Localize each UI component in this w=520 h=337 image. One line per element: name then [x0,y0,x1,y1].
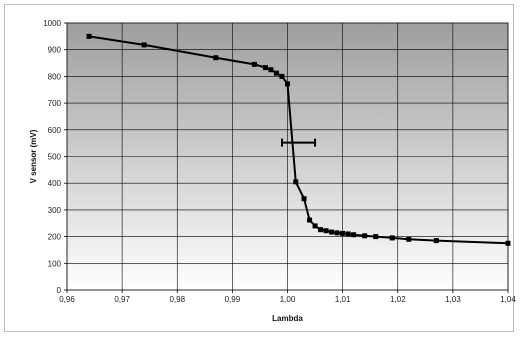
data-point [285,81,290,87]
x-tick-label: 1,03 [445,295,461,304]
y-tick-label: 1000 [43,19,61,28]
data-point [373,234,379,240]
data-point [141,42,147,48]
data-point [312,223,318,229]
x-tick-label: 1,04 [500,295,516,304]
y-tick-label: 0 [57,286,62,295]
data-point [262,65,268,71]
x-tick-label: 1,00 [280,295,296,304]
data-point [307,217,313,223]
data-point [362,233,368,239]
y-tick-label: 400 [48,179,62,188]
data-point [433,238,439,244]
data-point [273,70,279,76]
x-tick-label: 0,99 [225,295,241,304]
data-point [86,33,92,39]
y-tick-label: 900 [48,46,62,55]
data-point [334,230,340,236]
data-point [213,55,219,61]
data-point [329,229,335,235]
x-tick-label: 0,96 [59,295,75,304]
y-tick-label: 600 [48,126,62,135]
x-tick-label: 0,98 [169,295,185,304]
x-axis-title: Lambda [272,314,303,323]
y-tick-label: 300 [48,206,62,215]
data-point [505,240,511,246]
data-point [268,67,274,73]
data-point [345,231,351,237]
data-point [293,179,299,185]
y-tick-label: 200 [48,233,62,242]
data-point [301,196,307,202]
data-point [318,227,324,233]
data-point [351,232,357,238]
data-point [389,235,395,241]
data-point [279,73,285,79]
data-point [251,61,257,67]
data-point [323,228,329,234]
y-tick-label: 800 [48,72,62,81]
y-tick-label: 100 [48,259,62,268]
data-point [406,236,412,242]
x-tick-label: 1,02 [390,295,406,304]
x-tick-label: 0,97 [114,295,130,304]
data-point [340,230,346,236]
x-tick-label: 1,01 [335,295,351,304]
y-tick-label: 700 [48,99,62,108]
y-axis-title: V sensor (mV) [29,129,38,183]
y-tick-label: 500 [48,153,62,162]
